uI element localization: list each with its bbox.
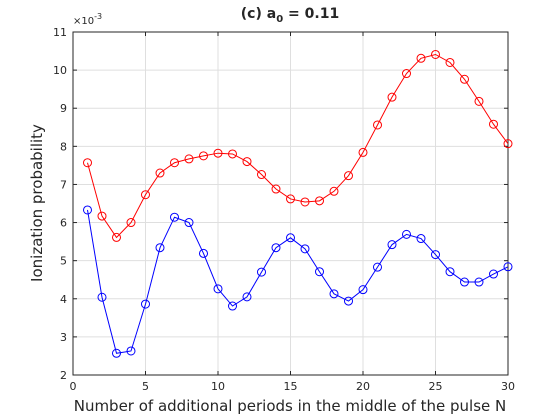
- data-point: [141, 190, 150, 200]
- grid: [73, 32, 508, 375]
- data-point: [460, 277, 469, 287]
- data-point: [431, 250, 440, 260]
- data-point: [445, 267, 455, 277]
- data-point: [199, 151, 208, 161]
- chart-title: (c) a0 = 0.11: [241, 6, 339, 25]
- data-point: [286, 194, 295, 204]
- data-point: [112, 232, 121, 242]
- x-tick-label: 20: [356, 380, 370, 393]
- data-point: [402, 69, 411, 79]
- data-point: [155, 168, 165, 178]
- y-tick-label: 2: [60, 369, 67, 382]
- data-point: [286, 233, 295, 243]
- data-point: [97, 211, 107, 221]
- data-point: [271, 184, 281, 194]
- data-point: [83, 205, 92, 215]
- axis-ticks: 0 5 10 15 20 25 30 2 3 4 5 6 7 8 9 10 11: [53, 26, 515, 393]
- data-point: [329, 186, 339, 196]
- data-point: [170, 158, 179, 168]
- data-point: [271, 243, 281, 253]
- data-point: [474, 96, 484, 106]
- data-point: [170, 212, 179, 222]
- data-point: [431, 49, 440, 59]
- series-line: [87, 209, 509, 354]
- data-point: [97, 292, 107, 302]
- series-1: [83, 49, 513, 242]
- data-point: [228, 149, 237, 159]
- data-point: [126, 346, 136, 356]
- data-point: [184, 218, 194, 228]
- data-point: [416, 234, 426, 244]
- y-tick-label: 3: [60, 331, 67, 344]
- data-point: [300, 244, 310, 254]
- y-tick-label: 11: [53, 26, 67, 39]
- y-tick-label: 10: [53, 64, 67, 77]
- data-point: [373, 262, 382, 272]
- data-point: [213, 284, 223, 294]
- y-axis-multiplier: ×10-3: [73, 12, 102, 27]
- data-point: [344, 171, 353, 181]
- data-point: [199, 248, 208, 258]
- data-point: [315, 267, 324, 277]
- data-point: [83, 158, 92, 168]
- data-point: [474, 277, 484, 287]
- data-point: [387, 92, 397, 102]
- y-tick-label: 6: [60, 217, 67, 230]
- data-point: [257, 267, 266, 277]
- data-point: [242, 157, 252, 167]
- data-point: [416, 53, 426, 63]
- data-point: [344, 296, 353, 306]
- data-point: [358, 285, 368, 295]
- y-tick-label: 4: [60, 293, 67, 306]
- data-point: [445, 57, 455, 67]
- data-point: [489, 119, 498, 129]
- y-tick-label: 9: [60, 102, 67, 115]
- data-point: [300, 197, 310, 207]
- data-point: [126, 218, 136, 228]
- data-point: [315, 196, 324, 206]
- data-point: [155, 243, 165, 253]
- y-axis-label: Ionization probability: [28, 124, 46, 282]
- data-point: [373, 120, 382, 130]
- y-tick-label: 7: [60, 178, 67, 191]
- data-point: [503, 139, 513, 149]
- data-point: [503, 262, 513, 272]
- x-tick-label: 25: [429, 380, 443, 393]
- series-2: [83, 205, 513, 358]
- data-point: [387, 240, 397, 250]
- data-point: [460, 74, 469, 84]
- data-point: [242, 292, 252, 302]
- y-tick-label: 8: [60, 140, 67, 153]
- x-tick-label: 10: [211, 380, 225, 393]
- y-tick-label: 5: [60, 255, 67, 268]
- x-axis-label: Number of additional periods in the midd…: [74, 397, 507, 415]
- data-point: [228, 301, 237, 311]
- x-tick-label: 0: [70, 380, 77, 393]
- x-tick-label: 15: [284, 380, 298, 393]
- data-point: [358, 147, 368, 157]
- data-point: [257, 170, 266, 180]
- data-point: [213, 148, 223, 158]
- data-point: [489, 269, 498, 279]
- x-tick-label: 30: [501, 380, 515, 393]
- data-point: [141, 299, 150, 309]
- x-tick-label: 5: [142, 380, 149, 393]
- data-point: [184, 154, 194, 164]
- data-point: [402, 229, 411, 239]
- data-point: [112, 348, 121, 358]
- data-point: [329, 289, 339, 299]
- data-series: [83, 49, 513, 358]
